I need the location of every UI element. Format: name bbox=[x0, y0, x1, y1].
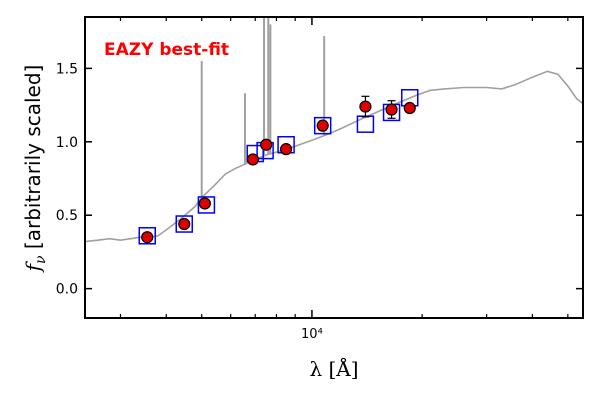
y-axis-label: fν [arbitrarily scaled] bbox=[21, 65, 49, 274]
y-tick-label: 0.5 bbox=[56, 208, 78, 224]
observed-point bbox=[198, 197, 211, 210]
plot-area bbox=[85, 17, 583, 245]
model-point bbox=[138, 227, 156, 245]
y-tick-label: 0.0 bbox=[56, 282, 78, 298]
model-point bbox=[356, 115, 375, 133]
observed-point bbox=[141, 231, 154, 244]
y-axis-label-text: [arbitrarily scaled] bbox=[21, 65, 45, 256]
observed-point bbox=[403, 101, 416, 115]
y-tick-label: 1.0 bbox=[56, 135, 78, 151]
observed-point bbox=[260, 138, 273, 151]
observed-point bbox=[178, 217, 191, 231]
model-point bbox=[197, 196, 216, 214]
observed-point bbox=[246, 153, 260, 166]
observed-point bbox=[316, 119, 329, 132]
observed-point bbox=[385, 103, 398, 116]
observed-photometry-points bbox=[141, 95, 416, 244]
emission-lines bbox=[200, 17, 326, 198]
model-point bbox=[175, 215, 193, 233]
x-axis-label: λ [Å] bbox=[309, 356, 358, 381]
template-spectrum-line bbox=[85, 70, 583, 243]
model-photometry-points bbox=[138, 89, 419, 245]
y-axis-label-subscript: ν bbox=[33, 255, 49, 264]
plot-frame bbox=[84, 16, 584, 319]
x-tick-label: 10⁴ bbox=[301, 327, 323, 342]
annotation-label: EAZY best-fit bbox=[104, 40, 229, 60]
axis-ticks: 0.0 0.5 1.0 1.5 10⁴ bbox=[56, 17, 583, 342]
observed-point bbox=[359, 100, 372, 113]
model-point bbox=[313, 116, 332, 135]
y-tick-label: 1.5 bbox=[56, 61, 78, 77]
observed-point bbox=[279, 143, 293, 156]
